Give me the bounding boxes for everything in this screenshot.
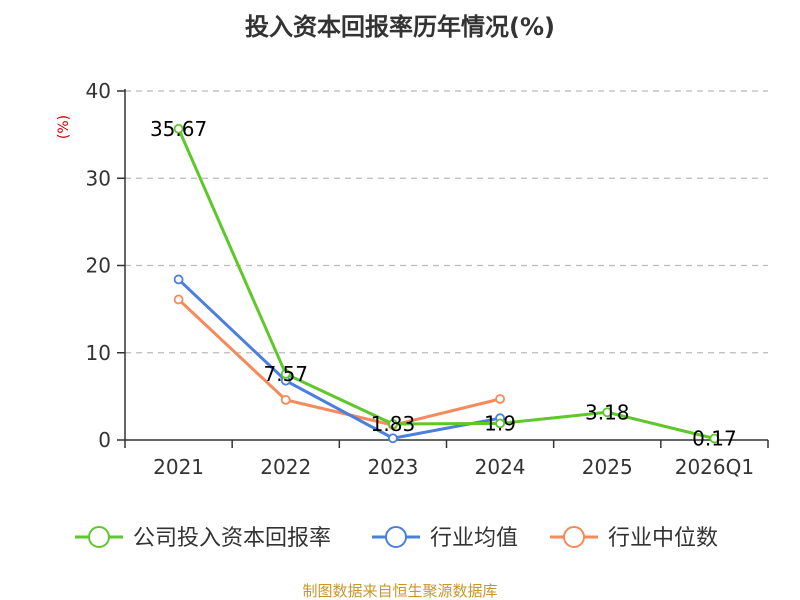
data-labels: 35.67 7.57 1.83 1.9 3.18 0.17 <box>150 117 737 451</box>
x-tick-label: 2025 <box>582 455 633 479</box>
series-lines <box>173 123 720 444</box>
legend-label: 行业均值 <box>430 526 518 551</box>
series-line-2 <box>177 298 501 427</box>
data-point <box>495 418 505 429</box>
data-point <box>173 294 184 305</box>
x-tick-label: 2026Q1 <box>675 455 754 479</box>
data-label: 7.57 <box>263 362 308 386</box>
series-line-0 <box>177 128 715 440</box>
data-point <box>388 419 398 429</box>
data-point <box>495 394 505 404</box>
data-label: 1.9 <box>484 411 516 435</box>
data-label: 3.18 <box>585 400 630 424</box>
x-tick-label: 2024 <box>475 455 526 479</box>
data-label: 1.83 <box>371 412 416 436</box>
x-tick-label: 2023 <box>367 455 418 479</box>
legend: 公司投入资本回报率 行业均值 行业中位数 <box>75 526 718 551</box>
y-tick-label: 20 <box>86 254 111 278</box>
chart-title: 投入资本回报率历年情况(%) <box>245 13 555 41</box>
legend-marker <box>88 526 110 548</box>
legend-marker <box>563 526 585 548</box>
data-point <box>602 407 613 418</box>
data-point <box>388 433 398 444</box>
source-note: 制图数据来自恒生聚源数据库 <box>302 582 497 600</box>
data-point <box>709 433 720 444</box>
x-tick-label: 2021 <box>153 455 204 479</box>
legend-marker <box>385 526 407 548</box>
grid-lines <box>125 90 768 354</box>
y-tick-label: 40 <box>86 79 111 103</box>
y-tick-label: 0 <box>98 428 111 452</box>
data-point <box>173 274 184 285</box>
legend-label: 公司投入资本回报率 <box>133 526 331 551</box>
data-point <box>280 394 291 405</box>
data-point <box>280 369 291 379</box>
legend-label: 行业中位数 <box>608 526 718 551</box>
y-tick-label: 30 <box>86 166 111 190</box>
axes: 0 10 20 30 40 2021 2022 2023 2024 2025 2026Q1 <box>86 79 769 479</box>
data-point <box>173 123 184 134</box>
series-line-1 <box>177 278 501 440</box>
y-axis-unit: (%) <box>56 115 72 139</box>
data-label: 35.67 <box>150 117 207 141</box>
x-tick-label: 2022 <box>260 455 311 479</box>
data-label: 0.17 <box>692 427 737 451</box>
y-tick-label: 10 <box>86 341 111 365</box>
